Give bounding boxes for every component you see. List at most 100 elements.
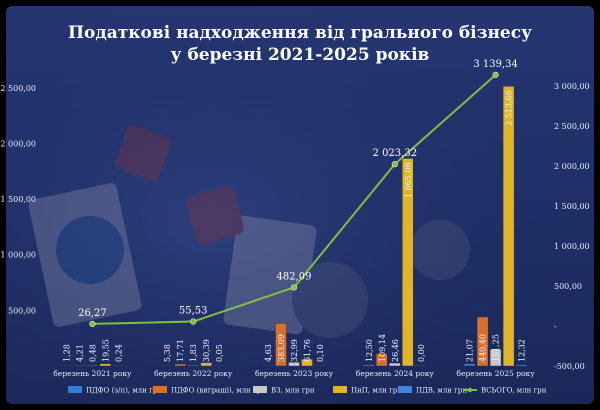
total-point bbox=[89, 320, 96, 327]
total-point bbox=[190, 318, 197, 325]
bars-layer: 1,28 4,21 0,48 19,55 0,24 5,38 17,71 1,83 30,39 0… bbox=[60, 86, 528, 367]
total-value-label: 55,53 bbox=[179, 306, 208, 317]
bar-value-label: 440,40 bbox=[479, 334, 488, 362]
bar bbox=[476, 316, 489, 367]
category-label: березень 2025 року bbox=[457, 369, 536, 378]
category-label: березень 2022 року bbox=[154, 369, 233, 378]
legend: ПДФО (з/п), млн грн ПДФО (виграші), млн г… bbox=[68, 386, 547, 395]
bar bbox=[314, 365, 326, 367]
bar-value-label: 151,25 bbox=[492, 334, 501, 362]
bar-value-label: 61,76 bbox=[303, 339, 312, 362]
bar-value-label: 1,83 bbox=[189, 344, 198, 362]
bar bbox=[402, 158, 414, 367]
legend-swatch bbox=[68, 386, 82, 393]
bar bbox=[275, 323, 287, 367]
legend-label: ПДВ, млн грн bbox=[416, 387, 467, 395]
bar bbox=[389, 362, 401, 367]
bar bbox=[262, 365, 274, 367]
bar bbox=[463, 363, 476, 367]
left-tick-label: 1 000,00 bbox=[0, 251, 36, 260]
total-value-label: 482,09 bbox=[277, 271, 312, 282]
bar-value-label: 0,48 bbox=[88, 344, 97, 362]
bar-value-label: 0,00 bbox=[417, 344, 426, 362]
legend-swatch bbox=[333, 386, 347, 393]
bar-value-label: 12,32 bbox=[518, 339, 527, 362]
bar bbox=[200, 362, 212, 367]
legend-label: ПДФО (виграші), млн грн bbox=[171, 387, 266, 395]
bar-value-label: 12,50 bbox=[365, 339, 374, 362]
bar bbox=[301, 358, 313, 367]
bar bbox=[376, 353, 388, 367]
bar bbox=[161, 365, 173, 367]
bar bbox=[174, 363, 186, 367]
bar-value-label: 1 865,06 bbox=[404, 162, 413, 198]
total-value-label: 26,27 bbox=[78, 308, 107, 319]
left-axis: 500,00 1 000,00 1 500,00 2 000,00 2 500,00 bbox=[0, 84, 36, 316]
background-dim bbox=[6, 6, 594, 404]
total-point bbox=[290, 284, 298, 291]
bar bbox=[73, 365, 86, 367]
bar-value-label: 2 513,66 bbox=[505, 90, 514, 126]
bar bbox=[288, 362, 300, 367]
total-line-layer: 26,27 55,53 482,09 2 023,32 3 139,34 bbox=[78, 59, 518, 327]
right-tick-label: 1 500,00 bbox=[554, 202, 590, 211]
right-tick-label: -500,00 bbox=[554, 362, 585, 371]
bar-value-label: 109,14 bbox=[378, 334, 387, 362]
right-tick-label: 500,00 bbox=[554, 282, 582, 291]
total-point bbox=[391, 161, 398, 168]
left-tick-label: 500,00 bbox=[8, 306, 36, 315]
bar bbox=[213, 365, 225, 367]
left-tick-label: 1 500,00 bbox=[0, 195, 36, 204]
legend-swatch bbox=[398, 386, 412, 393]
category-label: березень 2024 року bbox=[356, 369, 435, 378]
bar-value-label: 0,05 bbox=[215, 344, 224, 362]
bar-value-label: 21,07 bbox=[466, 339, 475, 362]
bar bbox=[112, 365, 125, 367]
bar bbox=[86, 365, 99, 367]
casino-background-art bbox=[28, 125, 470, 338]
legend-label: ВСЬОГО, млн грн bbox=[481, 387, 547, 395]
right-tick-label: 2 500,00 bbox=[554, 122, 590, 131]
bar bbox=[415, 365, 427, 367]
bar bbox=[99, 363, 112, 367]
bar-value-label: 383,09 bbox=[277, 334, 286, 362]
right-axis: -500,00-500,001 000,001 500,002 000,002 … bbox=[554, 82, 590, 371]
bar-value-label: 4,21 bbox=[75, 344, 84, 362]
chart-title-line2: у березні 2021-2025 років bbox=[171, 45, 430, 65]
right-tick-label: 3 000,00 bbox=[554, 82, 590, 91]
background-glow bbox=[6, 6, 594, 404]
bar bbox=[363, 364, 375, 367]
bar-value-label: 32,99 bbox=[290, 339, 299, 362]
legend-swatch bbox=[153, 386, 167, 393]
legend-label: ПДФО (з/п), млн грн bbox=[86, 387, 162, 395]
bar bbox=[187, 365, 199, 367]
category-label: березень 2021 року bbox=[53, 369, 132, 378]
right-tick-label: 1 000,00 bbox=[554, 242, 590, 251]
bar-value-label: 4,63 bbox=[264, 344, 273, 362]
total-value-label: 3 139,34 bbox=[473, 59, 518, 70]
legend-swatch bbox=[253, 386, 267, 393]
bar-value-label: 30,39 bbox=[202, 339, 211, 362]
bar-value-label: 26,46 bbox=[391, 339, 400, 362]
chart-title-line1: Податкові надходження від грального бізн… bbox=[68, 23, 532, 43]
category-labels: березень 2021 року березень 2022 року бере… bbox=[53, 369, 535, 378]
bar-value-label: 0,10 bbox=[316, 344, 325, 362]
right-tick-label: 2 000,00 bbox=[554, 162, 590, 171]
bar-value-label: 1,28 bbox=[62, 344, 71, 362]
left-tick-label: 2 000,00 bbox=[0, 139, 36, 148]
bar-value-label: 17,71 bbox=[176, 339, 185, 362]
bar-value-label: 5,38 bbox=[163, 344, 172, 362]
bar-value-label: 0,24 bbox=[114, 344, 123, 362]
bar bbox=[489, 348, 502, 367]
category-label: березень 2023 року bbox=[255, 369, 334, 378]
legend-point-swatch bbox=[467, 387, 473, 393]
bar bbox=[515, 364, 528, 367]
total-point bbox=[492, 71, 499, 78]
right-tick-label: - bbox=[554, 322, 557, 331]
legend-label: ВЗ, млн грн bbox=[271, 387, 315, 395]
total-value-label: 2 023,32 bbox=[373, 148, 418, 159]
bar bbox=[60, 365, 73, 367]
legend-label: ПнП, млн грн bbox=[351, 387, 402, 395]
